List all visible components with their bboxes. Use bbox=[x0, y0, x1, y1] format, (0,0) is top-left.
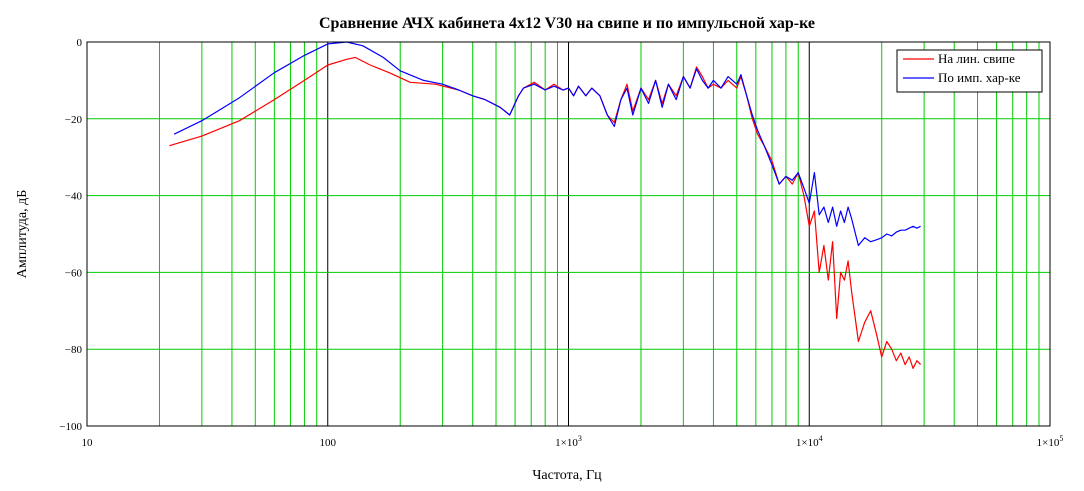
chart-title: Сравнение АЧХ кабинета 4x12 V30 на свипе… bbox=[319, 15, 815, 32]
y-tick-label: −20 bbox=[65, 114, 83, 126]
series-line-2 bbox=[173, 41, 921, 247]
x-axis-label: Частота, Гц bbox=[532, 468, 602, 483]
y-tick-label: 0 bbox=[77, 37, 83, 49]
y-tick-label: −100 bbox=[59, 421, 82, 433]
x-tick-label: 100 bbox=[320, 437, 337, 449]
x-tick-label: 10 bbox=[82, 437, 94, 449]
plot-frame bbox=[86, 41, 1051, 427]
x-tick-label: 1×104 bbox=[796, 434, 823, 449]
legend-label-2: По имп. хар-ке bbox=[938, 70, 1021, 85]
legend: На лин. свипе По имп. хар-ке bbox=[896, 49, 1043, 93]
x-tick-label: 1×103 bbox=[555, 434, 582, 449]
x-tick-label: 1×105 bbox=[1037, 434, 1064, 449]
legend-label-1: На лин. свипе bbox=[938, 51, 1015, 66]
y-axis-label: Амплитуда, дБ bbox=[15, 190, 30, 279]
grid bbox=[87, 42, 1050, 426]
y-tick-label: −60 bbox=[65, 267, 83, 279]
x-tick-labels: 10 100 1×103 1×104 1×105 bbox=[82, 434, 1064, 449]
y-tick-label: −40 bbox=[65, 191, 83, 203]
legend-box bbox=[896, 49, 1043, 93]
y-tick-labels: 0 −20 −40 −60 −80 −100 bbox=[59, 37, 82, 433]
y-tick-label: −80 bbox=[65, 344, 83, 356]
series-lines bbox=[169, 41, 922, 369]
